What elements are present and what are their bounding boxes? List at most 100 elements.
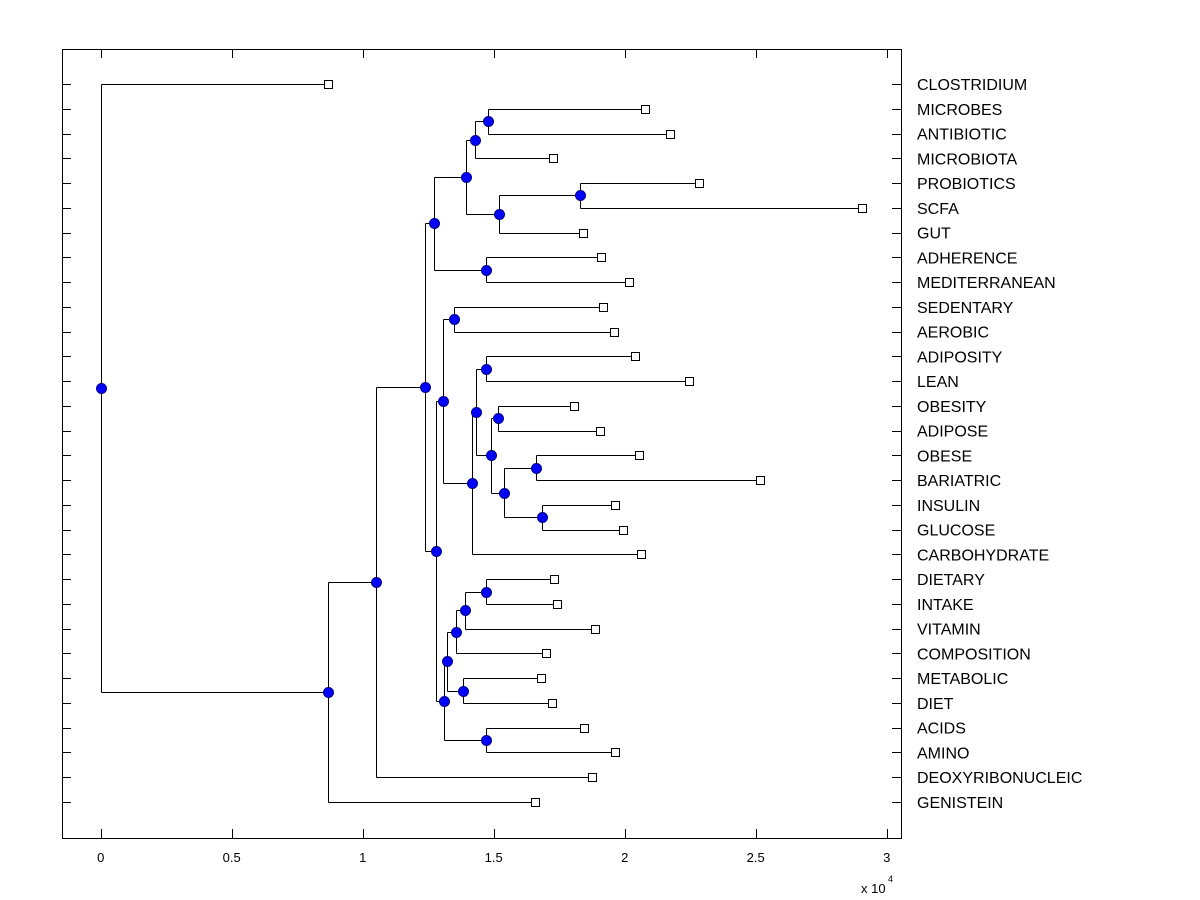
leaf-label: BARIATRIC — [917, 473, 1001, 490]
plot-frame — [62, 49, 902, 839]
x-tick-label: 0 — [97, 850, 104, 865]
leaf-label: GLUCOSE — [917, 523, 995, 540]
leaf-label: AMINO — [917, 745, 969, 762]
leaf-label: ANTIBIOTIC — [917, 127, 1007, 144]
leaf-label: MEDITERRANEAN — [917, 275, 1056, 292]
leaf-label: MICROBES — [917, 102, 1002, 119]
node-marker — [449, 314, 460, 325]
node-marker — [499, 488, 510, 499]
node-marker — [451, 627, 462, 638]
leaf-label: MICROBIOTA — [917, 151, 1017, 168]
leaf-marker — [695, 179, 704, 188]
node-marker — [481, 364, 492, 375]
x-tick-label: 1.5 — [485, 850, 503, 865]
leaf-marker — [611, 501, 620, 510]
leaf-marker — [579, 229, 588, 238]
leaf-label: CLOSTRIDIUM — [917, 77, 1027, 94]
leaf-label: DIET — [917, 696, 954, 713]
leaf-label: GUT — [917, 226, 951, 243]
leaf-marker — [597, 253, 606, 262]
node-marker — [493, 413, 504, 424]
leaf-markers — [324, 80, 867, 807]
node-marker — [431, 546, 442, 557]
node-marker — [429, 218, 440, 229]
node-marker — [371, 577, 382, 588]
leaf-marker — [641, 105, 650, 114]
leaf-marker — [858, 204, 867, 213]
leaf-label: SCFA — [917, 201, 959, 218]
node-marker — [442, 656, 453, 667]
x-axis-tick-labels: 0 0.5 1 1.5 2 2.5 3 — [97, 850, 890, 865]
leaf-marker — [666, 130, 675, 139]
x-tick-label: 2 — [621, 850, 628, 865]
tree-branches — [101, 84, 863, 803]
x-axis-multiplier-exponent: 4 — [888, 874, 893, 884]
leaf-marker — [324, 80, 333, 89]
leaf-marker — [588, 773, 597, 782]
leaf-label: DEOXYRIBONUCLEIC — [917, 770, 1082, 787]
leaf-marker — [625, 278, 634, 287]
node-marker — [420, 382, 431, 393]
node-marker — [481, 735, 492, 746]
leaf-label: COMPOSITION — [917, 646, 1031, 663]
node-marker — [461, 172, 472, 183]
leaf-marker — [611, 748, 620, 757]
node-marker — [96, 383, 107, 394]
leaf-label: CARBOHYDRATE — [917, 547, 1049, 564]
x-tick-label: 0.5 — [223, 850, 241, 865]
leaf-marker — [542, 649, 551, 658]
x-tick-label: 2.5 — [747, 850, 765, 865]
x-tick-label: 3 — [883, 850, 890, 865]
leaf-label: ADHERENCE — [917, 250, 1017, 267]
node-marker — [486, 450, 497, 461]
node-marker — [438, 396, 449, 407]
leaf-marker — [548, 699, 557, 708]
node-marker — [481, 587, 492, 598]
node-marker — [439, 696, 450, 707]
leaf-marker — [531, 798, 540, 807]
node-marker — [483, 116, 494, 127]
leaf-label: ACIDS — [917, 721, 966, 738]
x-tick-label: 1 — [359, 850, 366, 865]
leaf-label: INSULIN — [917, 498, 980, 515]
node-marker — [481, 265, 492, 276]
leaf-label: OBESITY — [917, 399, 987, 416]
leaf-marker — [591, 625, 600, 634]
leaf-marker — [599, 303, 608, 312]
leaf-marker — [619, 526, 628, 535]
leaf-marker — [553, 600, 562, 609]
leaf-label: VITAMIN — [917, 622, 981, 639]
leaf-label: PROBIOTICS — [917, 176, 1016, 193]
leaf-label: GENISTEIN — [917, 795, 1003, 812]
leaf-marker — [685, 377, 694, 386]
leaf-marker — [610, 328, 619, 337]
leaf-label: INTAKE — [917, 597, 974, 614]
node-marker — [531, 463, 542, 474]
leaf-marker — [549, 154, 558, 163]
node-marker — [467, 478, 478, 489]
leaf-label: OBESE — [917, 448, 972, 465]
node-marker — [471, 407, 482, 418]
leaf-label: LEAN — [917, 374, 959, 391]
leaf-label: DIETARY — [917, 572, 985, 589]
node-marker — [575, 190, 586, 201]
leaf-marker — [570, 402, 579, 411]
node-marker — [323, 687, 334, 698]
axis-ticks — [62, 49, 901, 838]
leaf-label: AEROBIC — [917, 325, 989, 342]
leaf-label: ADIPOSITY — [917, 349, 1003, 366]
node-marker — [460, 605, 471, 616]
node-marker — [458, 686, 469, 697]
leaf-marker — [635, 451, 644, 460]
leaf-marker — [550, 575, 559, 584]
leaf-marker — [537, 674, 546, 683]
node-marker — [537, 512, 548, 523]
leaf-marker — [631, 352, 640, 361]
node-marker — [494, 209, 505, 220]
leaf-label: ADIPOSE — [917, 424, 988, 441]
leaf-label: METABOLIC — [917, 671, 1008, 688]
leaf-labels: CLOSTRIDIUM MICROBES ANTIBIOTIC MICROBIOTA P… — [917, 77, 1082, 812]
node-markers — [96, 116, 586, 746]
x-axis-multiplier-base: x 10 — [861, 881, 886, 896]
